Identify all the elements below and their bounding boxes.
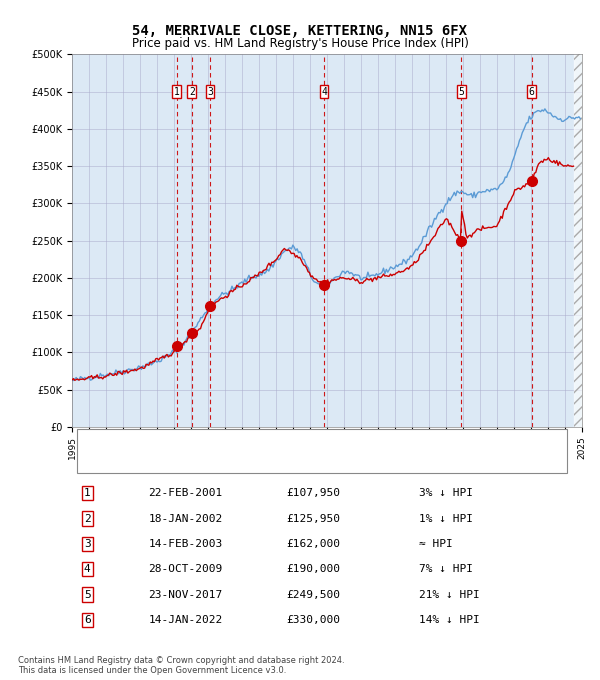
Text: 6: 6 [529,86,535,97]
FancyBboxPatch shape [77,429,567,473]
Text: 22-FEB-2001: 22-FEB-2001 [149,488,223,498]
Text: 14-FEB-2003: 14-FEB-2003 [149,539,223,549]
Text: 14-JAN-2022: 14-JAN-2022 [149,615,223,625]
Text: This data is licensed under the Open Government Licence v3.0.: This data is licensed under the Open Gov… [18,666,286,675]
Text: ≈ HPI: ≈ HPI [419,539,452,549]
Text: £107,950: £107,950 [286,488,340,498]
Text: 3% ↓ HPI: 3% ↓ HPI [419,488,473,498]
Text: 1% ↓ HPI: 1% ↓ HPI [419,513,473,524]
Text: 7% ↓ HPI: 7% ↓ HPI [419,564,473,574]
Text: Contains HM Land Registry data © Crown copyright and database right 2024.: Contains HM Land Registry data © Crown c… [18,656,344,665]
Text: HPI: Average price, detached house, North Northamptonshire: HPI: Average price, detached house, Nort… [139,458,439,469]
Text: £190,000: £190,000 [286,564,340,574]
Text: 18-JAN-2002: 18-JAN-2002 [149,513,223,524]
Text: Price paid vs. HM Land Registry's House Price Index (HPI): Price paid vs. HM Land Registry's House … [131,37,469,50]
Text: £162,000: £162,000 [286,539,340,549]
Bar [574,54,582,427]
Text: 5: 5 [458,86,464,97]
Text: 28-OCT-2009: 28-OCT-2009 [149,564,223,574]
Text: 6: 6 [84,615,91,625]
Text: 23-NOV-2017: 23-NOV-2017 [149,590,223,600]
Text: 4: 4 [84,564,91,574]
Text: £249,500: £249,500 [286,590,340,600]
Text: 3: 3 [84,539,91,549]
Text: £125,950: £125,950 [286,513,340,524]
Text: 54, MERRIVALE CLOSE, KETTERING, NN15 6FX: 54, MERRIVALE CLOSE, KETTERING, NN15 6FX [133,24,467,38]
Text: 2: 2 [84,513,91,524]
Text: £330,000: £330,000 [286,615,340,625]
Text: 5: 5 [84,590,91,600]
Text: 4: 4 [321,86,327,97]
Bar [574,54,582,427]
Text: 21% ↓ HPI: 21% ↓ HPI [419,590,479,600]
Text: 14% ↓ HPI: 14% ↓ HPI [419,615,479,625]
Text: 1: 1 [173,86,179,97]
Text: 2: 2 [189,86,195,97]
Text: 1: 1 [84,488,91,498]
Text: 3: 3 [207,86,213,97]
Text: 54, MERRIVALE CLOSE, KETTERING, NN15 6FX (detached house): 54, MERRIVALE CLOSE, KETTERING, NN15 6FX… [139,435,473,445]
